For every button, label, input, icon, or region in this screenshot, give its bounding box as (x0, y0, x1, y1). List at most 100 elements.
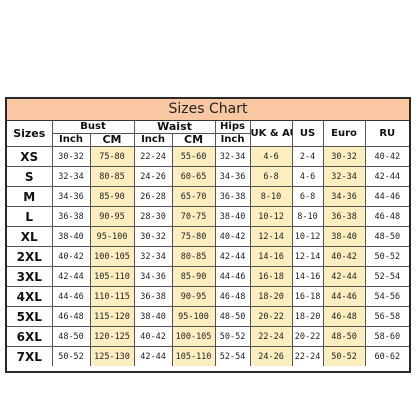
table-row: 3XL 42-44 105-110 34-36 85-90 44-46 16-18 14-16… (7, 266, 410, 287)
bust-cm-cell: 85-90 (89, 186, 135, 207)
us-cell: 6-8 (291, 186, 324, 207)
uk-au-cell: 14-16 (249, 246, 293, 267)
table-row: 7XL 50-52 125-130 42-44 105-110 52-54 24-26 22-… (7, 346, 410, 366)
bust-cm-cell: 120-125 (89, 326, 135, 347)
euro-cell: 34-36 (322, 186, 366, 207)
bust-cm-cell: 110-115 (89, 286, 135, 307)
header-uk-au: UK & AU (249, 121, 293, 147)
header-bust-inch: Inch (51, 133, 91, 147)
bust-inch-cell: 32-34 (51, 166, 91, 187)
hips-inch-cell: 48-50 (214, 306, 251, 327)
ru-cell: 48-50 (364, 226, 410, 247)
table-header: Sizes Bust Waist Hips UK & AU US Euro RU… (7, 121, 410, 147)
bust-inch-cell: 48-50 (51, 326, 91, 347)
waist-inch-cell: 34-36 (133, 266, 173, 287)
size-cell: 2XL (7, 246, 53, 267)
table-row: 5XL 46-48 115-120 38-40 95-100 48-50 20-22 18-2… (7, 306, 410, 327)
size-cell: XS (7, 146, 53, 167)
hips-inch-cell: 42-44 (214, 246, 251, 267)
hips-inch-cell: 52-54 (214, 346, 251, 366)
size-cell: XL (7, 226, 53, 247)
bust-cm-cell: 75-80 (89, 146, 135, 167)
hips-inch-cell: 40-42 (214, 226, 251, 247)
size-cell: 4XL (7, 286, 53, 307)
size-cell: S (7, 166, 53, 187)
table-row: 4XL 44-46 110-115 36-38 90-95 46-48 18-20 16-18… (7, 286, 410, 307)
hips-inch-cell: 44-46 (214, 266, 251, 287)
table-body: XS 30-32 75-80 22-24 55-60 32-34 4-6 2-4 30-32 40… (7, 146, 410, 366)
us-cell: 10-12 (291, 226, 324, 247)
waist-inch-cell: 42-44 (133, 346, 173, 366)
bust-inch-cell: 40-42 (51, 246, 91, 267)
table-row: M 34-36 85-90 26-28 65-70 36-38 8-10 6-8 34-36 44… (7, 186, 410, 207)
us-cell: 12-14 (291, 246, 324, 267)
ru-cell: 58-60 (364, 326, 410, 347)
size-cell: 5XL (7, 306, 53, 327)
bust-inch-cell: 36-38 (51, 206, 91, 227)
header-hips: Hips (214, 121, 251, 134)
chart-title: Sizes Chart (7, 99, 409, 121)
euro-cell: 42-44 (322, 266, 366, 287)
uk-au-cell: 4-6 (249, 146, 293, 167)
us-cell: 4-6 (291, 166, 324, 187)
header-sizes: Sizes (7, 121, 53, 147)
waist-cm-cell: 75-80 (171, 226, 216, 247)
ru-cell: 52-54 (364, 266, 410, 287)
size-cell: 6XL (7, 326, 53, 347)
waist-cm-cell: 90-95 (171, 286, 216, 307)
waist-inch-cell: 36-38 (133, 286, 173, 307)
hips-inch-cell: 38-40 (214, 206, 251, 227)
euro-cell: 46-48 (322, 306, 366, 327)
header-hips-inch: Inch (214, 133, 251, 147)
us-cell: 8-10 (291, 206, 324, 227)
bust-cm-cell: 95-100 (89, 226, 135, 247)
bust-cm-cell: 125-130 (89, 346, 135, 366)
bust-cm-cell: 90-95 (89, 206, 135, 227)
uk-au-cell: 12-14 (249, 226, 293, 247)
header-ru: RU (364, 121, 410, 147)
us-cell: 14-16 (291, 266, 324, 287)
ru-cell: 46-48 (364, 206, 410, 227)
waist-inch-cell: 38-40 (133, 306, 173, 327)
euro-cell: 32-34 (322, 166, 366, 187)
bust-inch-cell: 34-36 (51, 186, 91, 207)
hips-inch-cell: 32-34 (214, 146, 251, 167)
table-row: L 36-38 90-95 28-30 70-75 38-40 10-12 8-10 36-38… (7, 206, 410, 227)
euro-cell: 38-40 (322, 226, 366, 247)
header-bust: Bust (51, 121, 135, 134)
waist-cm-cell: 105-110 (171, 346, 216, 366)
uk-au-cell: 18-20 (249, 286, 293, 307)
us-cell: 22-24 (291, 346, 324, 366)
header-euro: Euro (322, 121, 366, 147)
header-us: US (291, 121, 324, 147)
hips-inch-cell: 34-36 (214, 166, 251, 187)
table-row: XS 30-32 75-80 22-24 55-60 32-34 4-6 2-4 30-32 40… (7, 146, 410, 167)
waist-cm-cell: 70-75 (171, 206, 216, 227)
ru-cell: 56-58 (364, 306, 410, 327)
euro-cell: 44-46 (322, 286, 366, 307)
size-cell: L (7, 206, 53, 227)
uk-au-cell: 8-10 (249, 186, 293, 207)
bust-inch-cell: 44-46 (51, 286, 91, 307)
table-row: S 32-34 80-85 24-26 60-65 34-36 6-8 4-6 32-34 42-… (7, 166, 410, 187)
bust-cm-cell: 105-110 (89, 266, 135, 287)
euro-cell: 50-52 (322, 346, 366, 366)
waist-inch-cell: 22-24 (133, 146, 173, 167)
header-waist-inch: Inch (133, 133, 173, 147)
size-cell: 7XL (7, 346, 53, 366)
us-cell: 16-18 (291, 286, 324, 307)
euro-cell: 36-38 (322, 206, 366, 227)
ru-cell: 54-56 (364, 286, 410, 307)
euro-cell: 48-50 (322, 326, 366, 347)
bust-cm-cell: 100-105 (89, 246, 135, 267)
bust-inch-cell: 30-32 (51, 146, 91, 167)
uk-au-cell: 22-24 (249, 326, 293, 347)
bust-inch-cell: 50-52 (51, 346, 91, 366)
uk-au-cell: 20-22 (249, 306, 293, 327)
bust-inch-cell: 42-44 (51, 266, 91, 287)
table-row: 2XL 40-42 100-105 32-34 80-85 42-44 14-16 12-14… (7, 246, 410, 267)
hips-inch-cell: 46-48 (214, 286, 251, 307)
waist-inch-cell: 30-32 (133, 226, 173, 247)
size-chart: Sizes Chart Sizes Bust Waist Hips UK & A… (5, 97, 411, 373)
size-cell: 3XL (7, 266, 53, 287)
